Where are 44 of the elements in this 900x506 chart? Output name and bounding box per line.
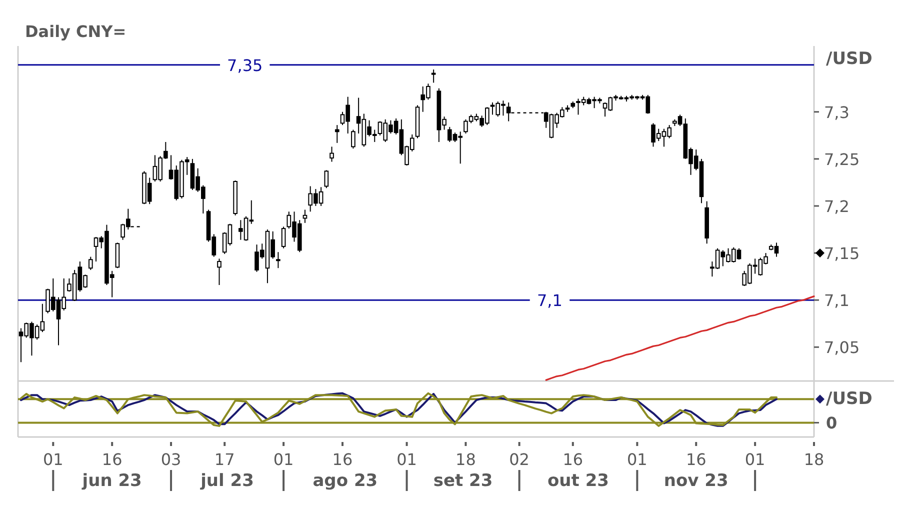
x-tick-label: 18 xyxy=(804,450,824,468)
text: out 23 xyxy=(548,471,609,491)
candlestick xyxy=(324,170,329,189)
y-tick-label: 7,05 xyxy=(824,338,860,357)
ref-line-label: 0 xyxy=(826,413,838,432)
candlestick xyxy=(88,256,93,270)
y-axis-title: /USD xyxy=(826,49,872,69)
ref-line-label: 7,35 xyxy=(227,55,263,74)
chart-title: Daily CNY= xyxy=(25,22,126,40)
x-tick-label: 03 xyxy=(160,450,182,468)
text: nov 23 xyxy=(664,471,728,491)
candlestick xyxy=(506,102,511,122)
x-tick-label: 01 xyxy=(396,450,417,468)
ref-line-label: 7,1 xyxy=(537,290,562,310)
x-tick-label: 02 xyxy=(509,450,530,468)
x-tick-label: 01 xyxy=(744,450,766,468)
y-tick-label: 7,3 xyxy=(824,102,850,122)
candlestick xyxy=(334,124,340,144)
x-tick-label: 17 xyxy=(214,450,235,468)
candlestick xyxy=(115,242,120,269)
text: jul 23 xyxy=(200,471,254,491)
x-tick-label: 16 xyxy=(562,450,584,468)
candlestick xyxy=(217,258,222,286)
y-tick-label: 7,15 xyxy=(824,244,860,263)
x-tick-label: 01 xyxy=(627,450,648,468)
y-tick-label: 7,25 xyxy=(824,149,860,168)
x-tick-label: 16 xyxy=(102,450,122,468)
candlestick xyxy=(281,226,286,249)
candlestick xyxy=(276,252,280,269)
x-tick-label: 18 xyxy=(456,450,476,468)
candlestick xyxy=(330,146,334,162)
y-tick-label: 7,1 xyxy=(824,290,850,310)
candlestick xyxy=(351,129,356,150)
x-tick-label: 01 xyxy=(273,450,294,468)
text: ago 23 xyxy=(312,471,378,491)
y-tick-label: 7,2 xyxy=(824,196,850,216)
x-tick-label: 16 xyxy=(686,450,706,468)
candlestick xyxy=(431,69,436,84)
text: set 23 xyxy=(433,471,493,491)
x-tick-label: 16 xyxy=(332,450,353,468)
x-tick-label: 01 xyxy=(42,450,64,468)
candlestick xyxy=(302,209,308,224)
y-axis-title: /USD xyxy=(826,389,872,409)
text: jun 23 xyxy=(81,471,142,491)
